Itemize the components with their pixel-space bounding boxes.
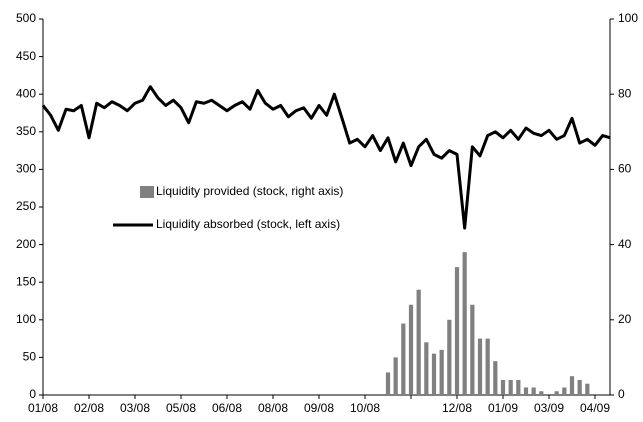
y2-tick-label: 20	[618, 312, 632, 326]
bar	[408, 304, 414, 395]
legend-label: Liquidity absorbed (stock, left axis)	[156, 217, 340, 231]
x-tick-label: 01/09	[488, 401, 518, 415]
bar	[454, 267, 460, 395]
line	[41, 85, 611, 230]
y-tick-label: 100	[16, 312, 36, 326]
bar	[539, 391, 544, 395]
bar	[431, 353, 437, 395]
bar	[462, 252, 467, 395]
y2-tick-label: 100	[618, 11, 638, 25]
y-tick-label: 0	[29, 387, 36, 401]
bar	[531, 387, 536, 395]
bar	[577, 379, 582, 395]
y-tick-label: 450	[16, 49, 36, 63]
x-tick-label: 10/08	[350, 401, 380, 415]
bar	[493, 361, 498, 395]
x-tick-label: 06/08	[212, 401, 242, 415]
y-tick-label: 400	[16, 86, 36, 100]
y-tick-label: 350	[16, 124, 36, 138]
y-tick-label: 250	[16, 199, 36, 213]
y-tick-label: 50	[23, 350, 37, 364]
bar	[401, 323, 406, 395]
bar	[562, 387, 567, 395]
bar	[554, 391, 559, 395]
bar	[477, 338, 483, 395]
y2-tick-label: 80	[618, 86, 632, 100]
bar	[508, 379, 513, 395]
y2-tick-label: 40	[618, 237, 632, 251]
y-tick-label: 150	[16, 274, 36, 288]
y2-tick-label: 60	[618, 162, 632, 176]
x-tick-label: 12/08	[442, 401, 472, 415]
x-tick-label: 09/08	[304, 401, 334, 415]
y-tick-label: 500	[16, 11, 36, 25]
x-tick-label: 02/08	[74, 401, 104, 415]
x-tick-label: 03/08	[120, 401, 150, 415]
legend-swatch	[140, 186, 154, 198]
bar	[393, 357, 398, 395]
x-tick-label: 03/09	[534, 401, 564, 415]
x-tick-label: 04/09	[580, 401, 610, 415]
bar	[439, 349, 444, 395]
bar	[416, 289, 421, 395]
y-tick-label: 300	[16, 162, 36, 176]
bar	[585, 383, 590, 395]
bar	[500, 379, 506, 395]
bar	[516, 379, 521, 395]
x-tick-label: 01/08	[28, 401, 58, 415]
x-tick-label: 05/08	[166, 401, 196, 415]
bar	[485, 338, 490, 395]
bar	[470, 304, 475, 395]
legend-label: Liquidity provided (stock, right axis)	[156, 184, 343, 198]
bar	[424, 342, 429, 395]
y-tick-label: 200	[16, 237, 36, 251]
bar	[569, 376, 575, 395]
x-tick-label: 08/08	[258, 401, 288, 415]
bar	[385, 372, 391, 395]
bar	[447, 319, 452, 395]
y2-tick-label: 0	[618, 387, 625, 401]
bar	[523, 387, 529, 395]
